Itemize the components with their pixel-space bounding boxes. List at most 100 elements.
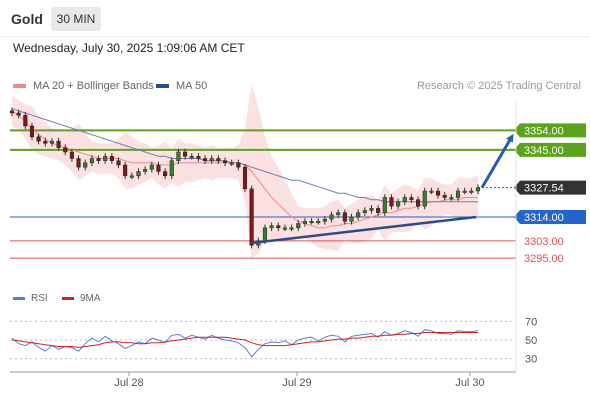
rsi-tick-label: 70: [525, 316, 537, 328]
price-tag-label: 3314.00: [524, 212, 564, 224]
candle-body: [249, 188, 254, 246]
rsi-series-0: [11, 329, 479, 358]
candle-body: [302, 221, 307, 224]
candle-body: [189, 156, 194, 159]
legend-ma20-label: MA 20 + Bollinger Bands: [33, 80, 154, 92]
support-label: 3303.00: [524, 236, 564, 248]
credit-text: Research © 2025 Trading Central: [416, 80, 581, 92]
candle-body: [136, 171, 141, 177]
timeframe-badge[interactable]: 30 MIN: [51, 7, 101, 31]
candle-body: [356, 212, 361, 218]
candle-body: [163, 171, 168, 177]
candle-body: [416, 199, 421, 207]
candle-body: [149, 164, 154, 170]
candle-body: [269, 225, 274, 229]
candle-body: [56, 140, 61, 148]
candle-body: [209, 158, 214, 161]
rsi-tick-label: 50: [525, 335, 537, 347]
candle-body: [276, 225, 281, 229]
legend-ma50-label: MA 50: [176, 80, 208, 92]
candle-body: [36, 136, 41, 142]
candle-body: [429, 190, 434, 193]
candle-body: [96, 158, 101, 161]
candle-body: [402, 197, 407, 203]
candle-body: [229, 162, 234, 165]
x-tick-label: Jul 29: [282, 377, 311, 389]
candle-body: [103, 156, 108, 161]
candle-body: [322, 218, 327, 222]
legend-9ma-label: 9MA: [80, 293, 101, 304]
candle-body: [382, 197, 387, 213]
legend-swatch-rsi: [13, 297, 25, 300]
candle-body: [242, 166, 248, 190]
candle-body: [169, 160, 174, 177]
candle-body: [143, 169, 148, 172]
candle-body: [469, 190, 474, 193]
candle-body: [49, 140, 54, 144]
support-trendline: [251, 215, 477, 245]
candle-body: [203, 158, 208, 161]
candle-body: [123, 164, 128, 177]
candle-body: [29, 125, 35, 138]
candle-body: [9, 110, 15, 114]
candle-body: [116, 160, 121, 166]
rsi-tick-label: 30: [525, 354, 537, 366]
candle-body: [183, 151, 188, 157]
candle-body: [455, 190, 461, 198]
candle-body: [389, 197, 394, 207]
candle-body: [109, 156, 114, 161]
instrument-title: Gold: [11, 11, 43, 27]
candle-body: [216, 158, 221, 161]
price-tag-label: 3345.00: [524, 145, 564, 157]
price-tag-pivot: [514, 210, 586, 224]
legend-ma20: MA 20 + Bollinger Bands: [13, 80, 154, 92]
candle-body: [442, 195, 447, 198]
candle-body: [16, 112, 21, 116]
candle-body: [69, 151, 74, 159]
support-label: 3295.00: [524, 253, 564, 265]
candle-body: [83, 162, 88, 168]
candle-body: [349, 216, 354, 222]
candle-body: [76, 158, 81, 168]
legend-swatch-ma20: [13, 84, 26, 88]
candle-body: [222, 160, 228, 164]
legend-rsi: RSI: [13, 293, 48, 304]
candle-body: [342, 212, 347, 222]
header-divider: [0, 36, 590, 37]
candle-body: [475, 187, 481, 192]
candle-body: [282, 227, 287, 230]
rsi-series-1: [11, 332, 478, 349]
candle-body: [396, 201, 401, 207]
timestamp: Wednesday, July 30, 2025 1:09:06 AM CET: [13, 41, 245, 55]
x-tick-label: Jul 28: [114, 377, 143, 389]
candle-body: [462, 190, 467, 193]
candle-body: [63, 147, 68, 153]
candle-body: [262, 227, 268, 242]
chart-header: Gold 30 MIN: [0, 0, 590, 36]
candle-body: [362, 210, 367, 213]
candle-body: [89, 158, 94, 164]
legend-9ma: 9MA: [62, 293, 101, 304]
candle-body: [129, 175, 134, 178]
candle-body: [376, 208, 381, 213]
candle-body: [196, 156, 201, 159]
candle-body: [436, 190, 441, 196]
legend-rsi-label: RSI: [31, 293, 48, 304]
candle-body: [336, 212, 341, 216]
candle-body: [23, 114, 28, 127]
candle-body: [296, 223, 301, 229]
candle-body: [329, 214, 334, 220]
projection-arrow: [480, 133, 514, 189]
candle-body: [156, 164, 161, 172]
candle-body: [309, 221, 314, 224]
price-tag-last-price: [514, 180, 586, 195]
x-tick-label: Jul 30: [455, 377, 484, 389]
price-tag-label: 3327.54: [524, 183, 564, 195]
price-tag-resistance: [514, 142, 586, 157]
legend-ma50: MA 50: [156, 80, 207, 92]
price-tag-resistance: [514, 123, 586, 138]
candle-body: [176, 151, 181, 161]
candle-body: [43, 140, 48, 144]
legend-swatch-ma50: [156, 84, 169, 88]
